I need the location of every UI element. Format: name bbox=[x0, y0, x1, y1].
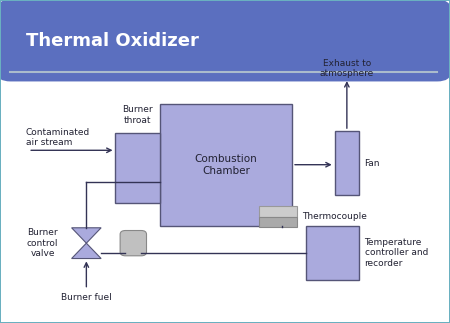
Text: Burner
throat: Burner throat bbox=[122, 105, 153, 125]
Text: Temperature
controller and
recorder: Temperature controller and recorder bbox=[364, 238, 428, 268]
Text: Combustion
Chamber: Combustion Chamber bbox=[195, 154, 257, 175]
Bar bbox=[259, 206, 297, 217]
Bar bbox=[259, 217, 297, 227]
Text: Thermocouple: Thermocouple bbox=[302, 212, 367, 221]
Polygon shape bbox=[72, 243, 101, 258]
Text: Fan: Fan bbox=[364, 159, 380, 168]
Bar bbox=[160, 104, 292, 225]
Bar bbox=[334, 131, 359, 195]
Bar bbox=[306, 225, 359, 280]
Bar bbox=[116, 133, 160, 203]
Polygon shape bbox=[72, 228, 101, 243]
Text: Exhaust to
atmosphere: Exhaust to atmosphere bbox=[320, 59, 374, 78]
Text: Thermal Oxidizer: Thermal Oxidizer bbox=[26, 32, 199, 50]
Text: Burner
control
valve: Burner control valve bbox=[27, 228, 58, 258]
Text: Contaminated
air stream: Contaminated air stream bbox=[26, 128, 90, 147]
FancyBboxPatch shape bbox=[0, 0, 450, 81]
Text: Burner fuel: Burner fuel bbox=[61, 293, 112, 302]
FancyBboxPatch shape bbox=[120, 231, 147, 256]
